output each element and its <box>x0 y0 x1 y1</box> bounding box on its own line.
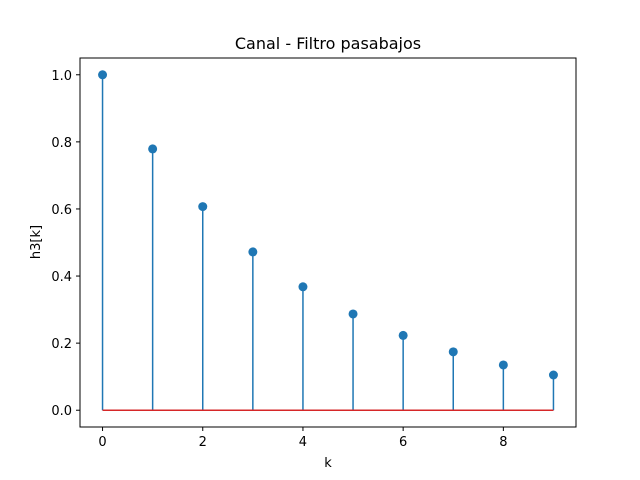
stem-marker <box>348 309 358 319</box>
stem-marker <box>148 144 158 154</box>
x-axis-label: k <box>324 456 332 471</box>
axis-ticks: 0 2 4 6 8 0.0 0.2 0.4 0.6 0.8 1.0 <box>51 69 507 450</box>
y-axis-label: h3[k] <box>29 225 44 259</box>
stem-marker <box>398 330 408 340</box>
x-tick-label: 8 <box>499 435 507 450</box>
stem-marker <box>298 282 308 292</box>
x-tick-label: 4 <box>299 435 307 450</box>
stem-marker <box>98 70 108 80</box>
x-tick-label: 0 <box>98 435 106 450</box>
stem-marker <box>248 247 258 257</box>
axes-frame <box>79 57 577 428</box>
stem-marker <box>198 202 208 212</box>
y-tick-label: 0.0 <box>51 404 72 419</box>
x-tick-label: 6 <box>399 435 407 450</box>
x-tick-label: 2 <box>199 435 207 450</box>
y-tick-label: 0.6 <box>51 203 72 218</box>
y-tick-label: 0.8 <box>51 136 72 151</box>
y-tick-label: 1.0 <box>51 69 72 84</box>
plot-area <box>98 70 558 411</box>
y-tick-label: 0.4 <box>51 270 72 285</box>
stem-marker <box>498 360 508 370</box>
stem-marker <box>548 370 558 380</box>
chart-title: Canal - Filtro pasabajos <box>235 34 421 53</box>
stem-marker <box>448 347 458 357</box>
y-tick-label: 0.2 <box>51 337 72 352</box>
